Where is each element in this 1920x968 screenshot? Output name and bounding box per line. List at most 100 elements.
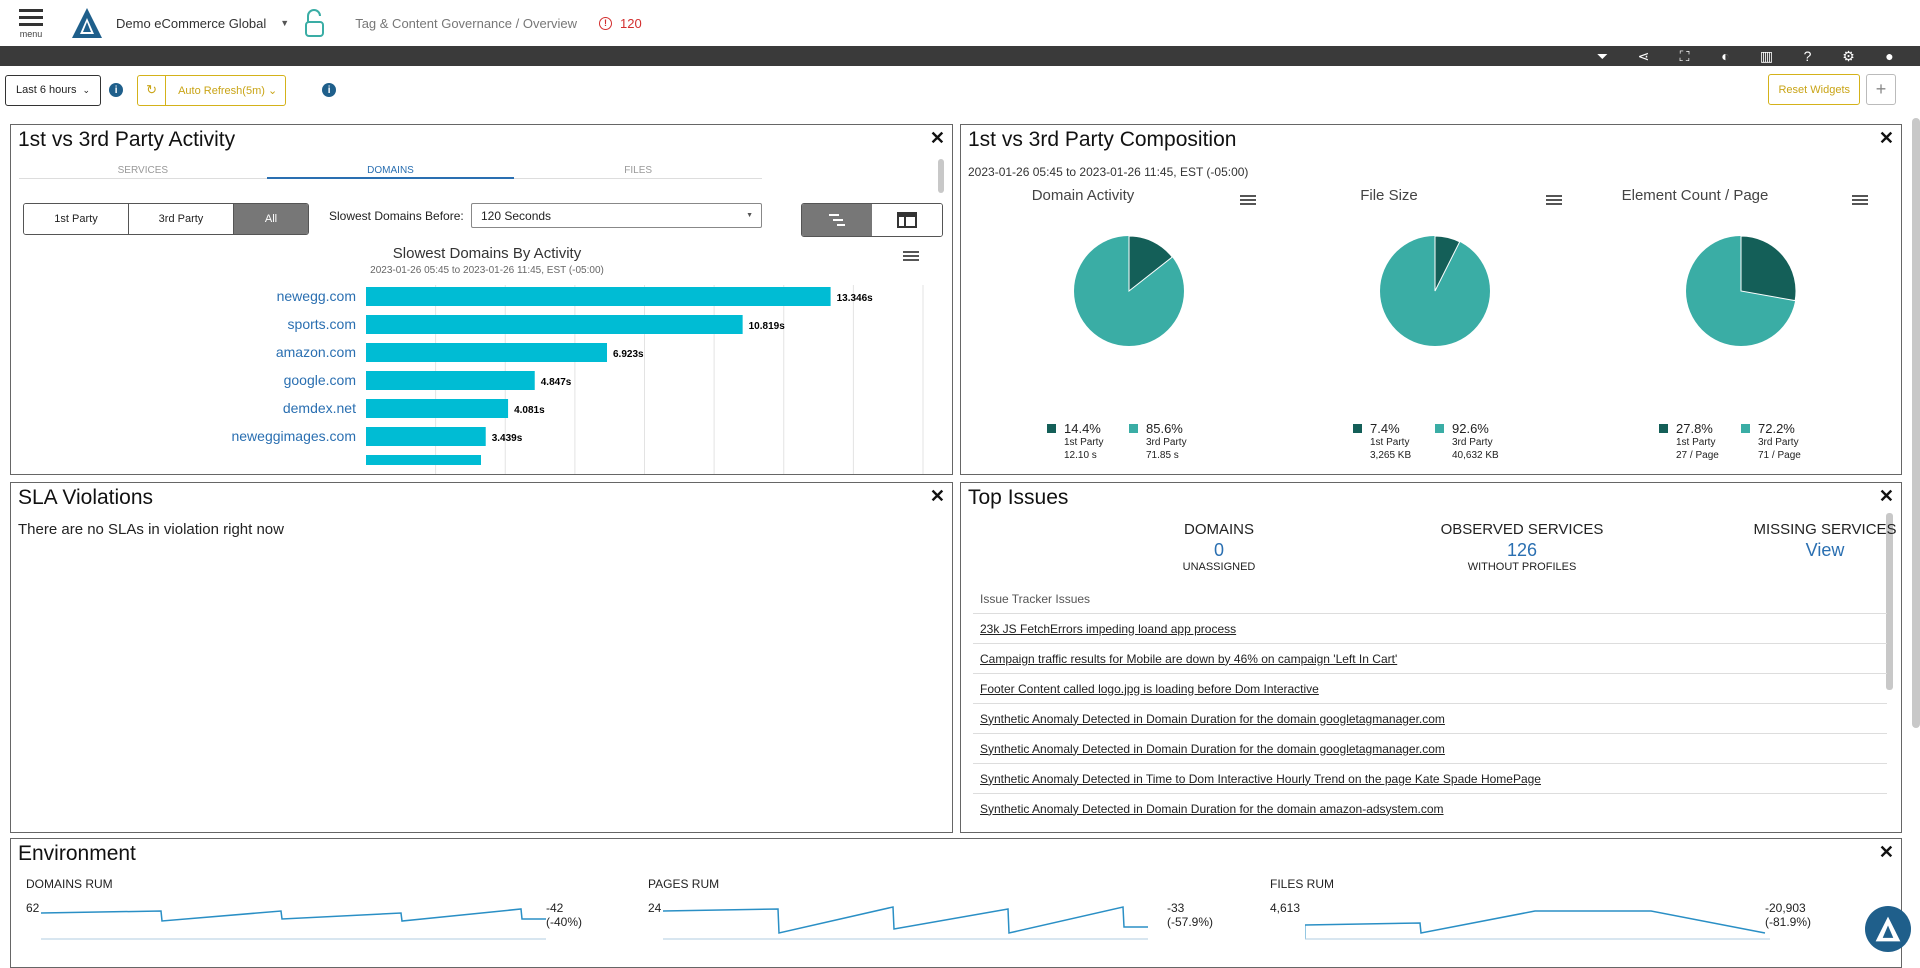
bar[interactable] (366, 287, 831, 306)
waterfall-view-button[interactable] (802, 204, 872, 236)
filter-icon[interactable]: ⏷ (1596, 47, 1609, 64)
bar-partial (366, 455, 481, 465)
legend-swatch (1129, 424, 1138, 433)
sparkline (663, 906, 1148, 940)
alert-count: 120 (620, 15, 642, 31)
issue-link[interactable]: Synthetic Anomaly Detected in Domain Dur… (980, 801, 1444, 816)
category-label[interactable]: sports.com (288, 316, 356, 332)
widget-title: 1st vs 3rd Party Composition (968, 128, 1237, 151)
bar[interactable] (366, 371, 535, 390)
refresh-icon[interactable]: ↻ (138, 75, 167, 105)
issue-link[interactable]: Footer Content called logo.jpg is loadin… (980, 681, 1319, 696)
share-icon[interactable]: ⋖ (1637, 47, 1650, 64)
chart-menu-icon[interactable] (1240, 193, 1256, 207)
widget-title: Environment (18, 842, 136, 865)
category-label[interactable]: neweggimages.com (231, 428, 356, 444)
category-label[interactable]: google.com (284, 372, 356, 388)
settings-icon[interactable]: ⚙ (1842, 47, 1855, 64)
legend-first[interactable]: 27.8% 1st Party 27 / Page (1659, 421, 1719, 462)
issue-link[interactable]: Synthetic Anomaly Detected in Domain Dur… (980, 741, 1445, 756)
auto-refresh-select[interactable]: Auto Refresh(5m) ⌄ (178, 84, 278, 97)
help-chat-button[interactable] (1865, 906, 1911, 952)
slowest-select[interactable]: 120 Seconds ▼ (471, 203, 762, 228)
tab-domains[interactable]: DOMAINS (266, 165, 515, 179)
close-icon[interactable]: ✕ (1878, 842, 1894, 862)
tab-files[interactable]: FILES (624, 165, 653, 176)
domains-value[interactable]: 0 (1213, 540, 1224, 560)
legend-third[interactable]: 92.6% 3rd Party 40,632 KB (1435, 421, 1499, 462)
first-party-slice[interactable] (1128, 235, 1173, 293)
missing-view-link[interactable]: View (1805, 540, 1845, 560)
logo-icon[interactable] (70, 6, 104, 40)
auto-refresh-control: ↻ Auto Refresh(5m) ⌄ (137, 74, 287, 106)
time-range-select[interactable]: Last 6 hours ⌄ (5, 74, 102, 106)
chart-menu-icon[interactable] (903, 249, 919, 263)
bar-chart: newegg.com 13.346s sports.com 10.819s amazon… (231, 285, 924, 474)
first-pct: 14.4% (1064, 421, 1101, 436)
scrollbar[interactable] (1886, 513, 1893, 690)
chart-menu-icon[interactable] (1852, 193, 1868, 207)
legend-swatch (1435, 424, 1444, 433)
reset-widgets-button[interactable]: Reset Widgets (1768, 74, 1860, 105)
issue-link[interactable]: Synthetic Anomaly Detected in Time to Do… (980, 771, 1541, 786)
info-icon[interactable]: i (109, 83, 124, 97)
tab-services[interactable]: SERVICES (117, 165, 169, 176)
account-name[interactable]: Demo eCommerce Global (116, 15, 267, 31)
close-icon[interactable]: ✕ (1878, 128, 1894, 148)
chevron-down-icon[interactable]: ▼ (280, 18, 290, 28)
pie-panel: Domain Activity 14.4% 1st Party 12.10 s 85.6… (969, 187, 1269, 461)
legend-first[interactable]: 14.4% 1st Party 12.10 s (1047, 421, 1103, 462)
env-label: FILES RUM (1270, 877, 1335, 891)
all-party-button[interactable]: All (234, 204, 308, 234)
close-icon[interactable]: ✕ (929, 486, 945, 506)
scrollbar[interactable] (938, 159, 944, 193)
contrast-icon[interactable]: ◐ (1721, 48, 1730, 64)
first-label: 1st Party (1676, 437, 1716, 448)
issue-link[interactable]: 23k JS FetchErrors impeding loand app pr… (980, 621, 1237, 636)
category-label[interactable]: newegg.com (277, 288, 356, 304)
pie-title: Element Count / Page (1621, 187, 1769, 204)
pie-chart (1074, 235, 1184, 346)
activity-tabs: SERVICES DOMAINS FILES (19, 165, 762, 179)
environment-widget: Environment ✕ DOMAINS RUM 62 -42 (-40%) … (10, 838, 1902, 968)
third-party-button[interactable]: 3rd Party (129, 204, 234, 234)
first-val: 3,265 KB (1370, 450, 1412, 461)
alert-badge[interactable]: ! 120 (599, 16, 642, 31)
legend-third[interactable]: 85.6% 3rd Party 71.85 s (1129, 421, 1187, 462)
close-icon[interactable]: ✕ (1878, 486, 1894, 506)
legend-third[interactable]: 72.2% 3rd Party 71 / Page (1741, 421, 1801, 462)
issue-link[interactable]: Synthetic Anomaly Detected in Domain Dur… (980, 711, 1445, 726)
user-icon[interactable]: ● (1885, 48, 1894, 64)
legend-swatch (1353, 424, 1362, 433)
close-icon[interactable]: ✕ (929, 128, 945, 148)
observed-value[interactable]: 126 (1506, 540, 1538, 560)
fullscreen-icon[interactable]: ⛶ (1679, 47, 1690, 64)
category-label[interactable]: demdex.net (283, 400, 356, 416)
add-widget-button[interactable]: + (1866, 74, 1896, 105)
env-end: -20,903 (-81.9%) (1765, 901, 1812, 929)
chart-menu-icon[interactable] (1546, 193, 1562, 207)
domains-summary: DOMAINS 0 UNASSIGNED (1119, 521, 1319, 573)
menu-button[interactable]: menu (18, 7, 44, 39)
table-view-button[interactable] (872, 204, 942, 236)
hamburger-bar (19, 23, 43, 26)
bar[interactable] (366, 399, 509, 418)
issue-link[interactable]: Campaign traffic results for Mobile are … (980, 651, 1398, 666)
info-icon[interactable]: i (322, 83, 337, 97)
domains-heading: DOMAINS (1183, 521, 1254, 538)
page-scrollbar[interactable] (1912, 118, 1920, 728)
first-party-slice[interactable] (1740, 235, 1797, 302)
observed-summary: OBSERVED SERVICES 126 WITHOUT PROFILES (1422, 521, 1622, 573)
bar[interactable] (366, 343, 608, 362)
issue-list: 23k JS FetchErrors impeding loand app pr… (973, 613, 1887, 823)
first-party-button[interactable]: 1st Party (24, 204, 129, 234)
first-party-slice[interactable] (1434, 235, 1461, 292)
legend-first[interactable]: 7.4% 1st Party 3,265 KB (1353, 421, 1411, 462)
bar[interactable] (366, 427, 486, 446)
report-icon[interactable]: ▥ (1759, 47, 1774, 64)
bar[interactable] (366, 315, 743, 334)
help-icon[interactable]: ? (1803, 48, 1812, 64)
unlock-icon[interactable] (303, 8, 327, 38)
category-label[interactable]: amazon.com (276, 344, 356, 360)
observed-heading: OBSERVED SERVICES (1440, 521, 1604, 538)
